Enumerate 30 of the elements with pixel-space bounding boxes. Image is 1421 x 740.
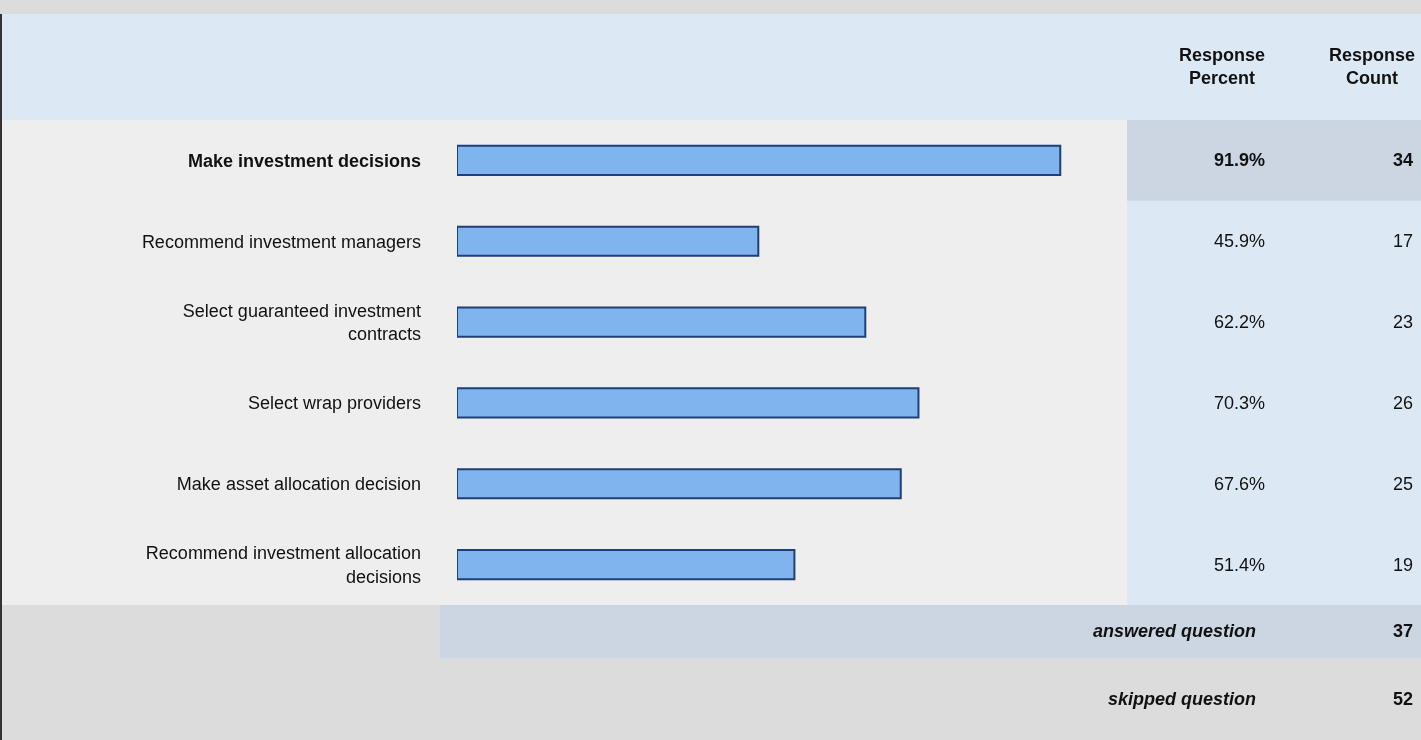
data-label: 45.9%: [1214, 231, 1266, 251]
bar: [457, 468, 902, 500]
bar: [457, 306, 867, 338]
text: 52: [1393, 689, 1414, 709]
text: 34: [1393, 150, 1414, 170]
data-label: 51.4%: [1214, 555, 1266, 575]
data-label: 70.3%: [1214, 393, 1266, 413]
text: 25: [1393, 474, 1414, 494]
y-tick-label: Make asset allocation decision: [176, 474, 421, 495]
data-label: 62.2%: [1214, 312, 1266, 332]
data-label: 91.9%: [1214, 150, 1266, 170]
y-tick-label: Recommend investment allocation decisions: [145, 543, 421, 587]
text: 26: [1393, 393, 1414, 413]
text: Response Count: [1329, 45, 1416, 89]
text: skipped question: [1108, 689, 1257, 709]
bar: [457, 387, 920, 419]
text: Response Percent: [1179, 45, 1266, 89]
bar: [457, 144, 1062, 176]
bar: [457, 549, 796, 581]
text: 23: [1393, 312, 1414, 332]
y-tick-label: Recommend investment managers: [141, 231, 421, 252]
y-tick-label: Select wrap providers: [247, 393, 421, 414]
data-label: 67.6%: [1214, 474, 1266, 494]
text: answered question: [1093, 621, 1257, 641]
bar: [457, 225, 760, 257]
y-tick-label: Make investment decisions: [187, 150, 421, 171]
y-tick-label: Select guaranteed investment contracts: [182, 300, 421, 345]
text: 19: [1393, 555, 1414, 575]
text: 17: [1393, 231, 1414, 251]
text: 37: [1393, 621, 1414, 641]
